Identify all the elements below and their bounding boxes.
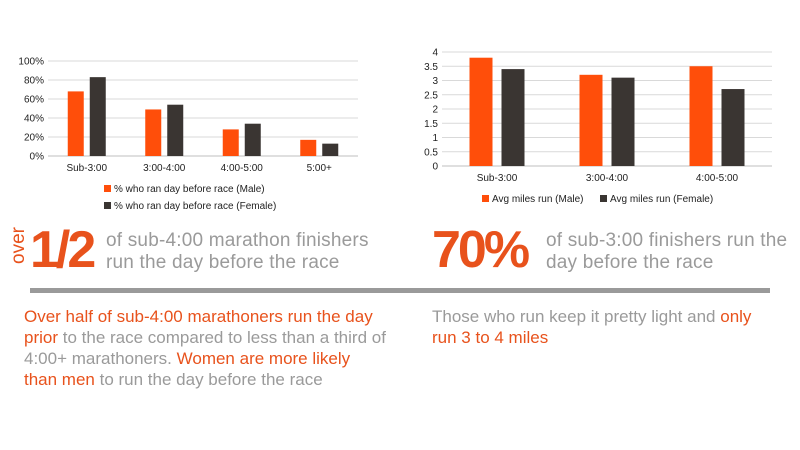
y-tick-label: 0 [432, 162, 438, 173]
x-tick-label: 4:00-5:00 [221, 163, 264, 174]
legend-label-female: Avg miles run (Female) [610, 194, 713, 205]
y-tick-label: 40% [24, 114, 44, 125]
y-tick-label: 1 [432, 133, 438, 144]
legend-label-male: Avg miles run (Male) [492, 194, 584, 205]
bar-female [721, 89, 745, 166]
bar-male [579, 74, 603, 166]
left-para-highlight-2: Women are more likely than men [24, 349, 351, 389]
left-para-text-2: to run the day before the race [94, 370, 323, 389]
stat-right-caption-2: day before the race [546, 252, 714, 273]
left-paragraph: Over half of sub-4:00 marathoners run th… [24, 306, 386, 390]
chart-avg-miles: 0 0.5 1 1.5 2 2.5 3 3.5 4 Sub-3:00 3:00-4:00 4:00-5… [424, 48, 772, 205]
chart-ran-day-before: 0% 20% 40% 60% 80% 100% Sub-3:00 3:00-4:00 4:00-… [18, 57, 358, 212]
bar-female [322, 143, 339, 156]
right-para-highlight-1: only run 3 to 4 miles [432, 307, 752, 347]
left-para-text-1: to the race compared to less than a thir… [24, 328, 386, 368]
right-paragraph: Those who run keep it pretty light and o… [432, 306, 772, 348]
x-tick-label: 3:00-4:00 [143, 163, 186, 174]
legend-label-male: % who ran day before race (Male) [114, 184, 265, 195]
legend-label-female: % who ran day before race (Female) [114, 201, 276, 212]
bar-male [300, 139, 317, 156]
bar-male [67, 91, 84, 156]
stat-left-caption-1: of sub-4:00 marathon finishers [106, 230, 369, 251]
y-tick-label: 60% [24, 95, 44, 106]
legend-swatch-male [104, 185, 111, 192]
right-para-text-1: Those who run keep it pretty light and [432, 307, 721, 326]
legend-swatch-female [600, 195, 607, 202]
stat-one-half: 1/2 [30, 221, 96, 279]
bar-male [145, 109, 162, 156]
bar-female [501, 69, 525, 166]
y-tick-label: 2 [432, 105, 438, 116]
y-tick-label: 4 [432, 48, 438, 59]
x-tick-label: 5:00+ [307, 163, 332, 174]
bar-female [167, 104, 184, 156]
y-tick-label: 100% [18, 57, 44, 68]
bar-male [222, 129, 239, 156]
stat-seventy-percent: 70% [432, 221, 530, 279]
x-tick-label: Sub-3:00 [477, 173, 518, 184]
bar-female [611, 77, 635, 166]
legend-swatch-female [104, 202, 111, 209]
stat-right-caption-1: of sub-3:00 finishers run the [546, 230, 788, 251]
y-tick-label: 2.5 [424, 90, 438, 101]
y-tick-label: 80% [24, 76, 44, 87]
y-tick-label: 20% [24, 133, 44, 144]
x-tick-label: Sub-3:00 [66, 163, 107, 174]
y-tick-label: 0% [30, 152, 45, 163]
bar-female [89, 77, 106, 156]
bar-male [469, 57, 493, 167]
y-tick-label: 3.5 [424, 62, 438, 73]
stat-left-caption-2: run the day before the race [106, 252, 340, 273]
y-tick-label: 0.5 [424, 147, 438, 158]
section-divider [30, 288, 770, 293]
y-tick-label: 3 [432, 76, 438, 87]
x-tick-label: 4:00-5:00 [696, 173, 739, 184]
legend-swatch-male [482, 195, 489, 202]
y-tick-label: 1.5 [424, 119, 438, 130]
bar-male [689, 66, 713, 166]
x-tick-label: 3:00-4:00 [586, 173, 629, 184]
left-para-highlight-1: Over half of sub-4:00 marathoners run th… [24, 307, 373, 347]
bar-female [244, 123, 261, 156]
